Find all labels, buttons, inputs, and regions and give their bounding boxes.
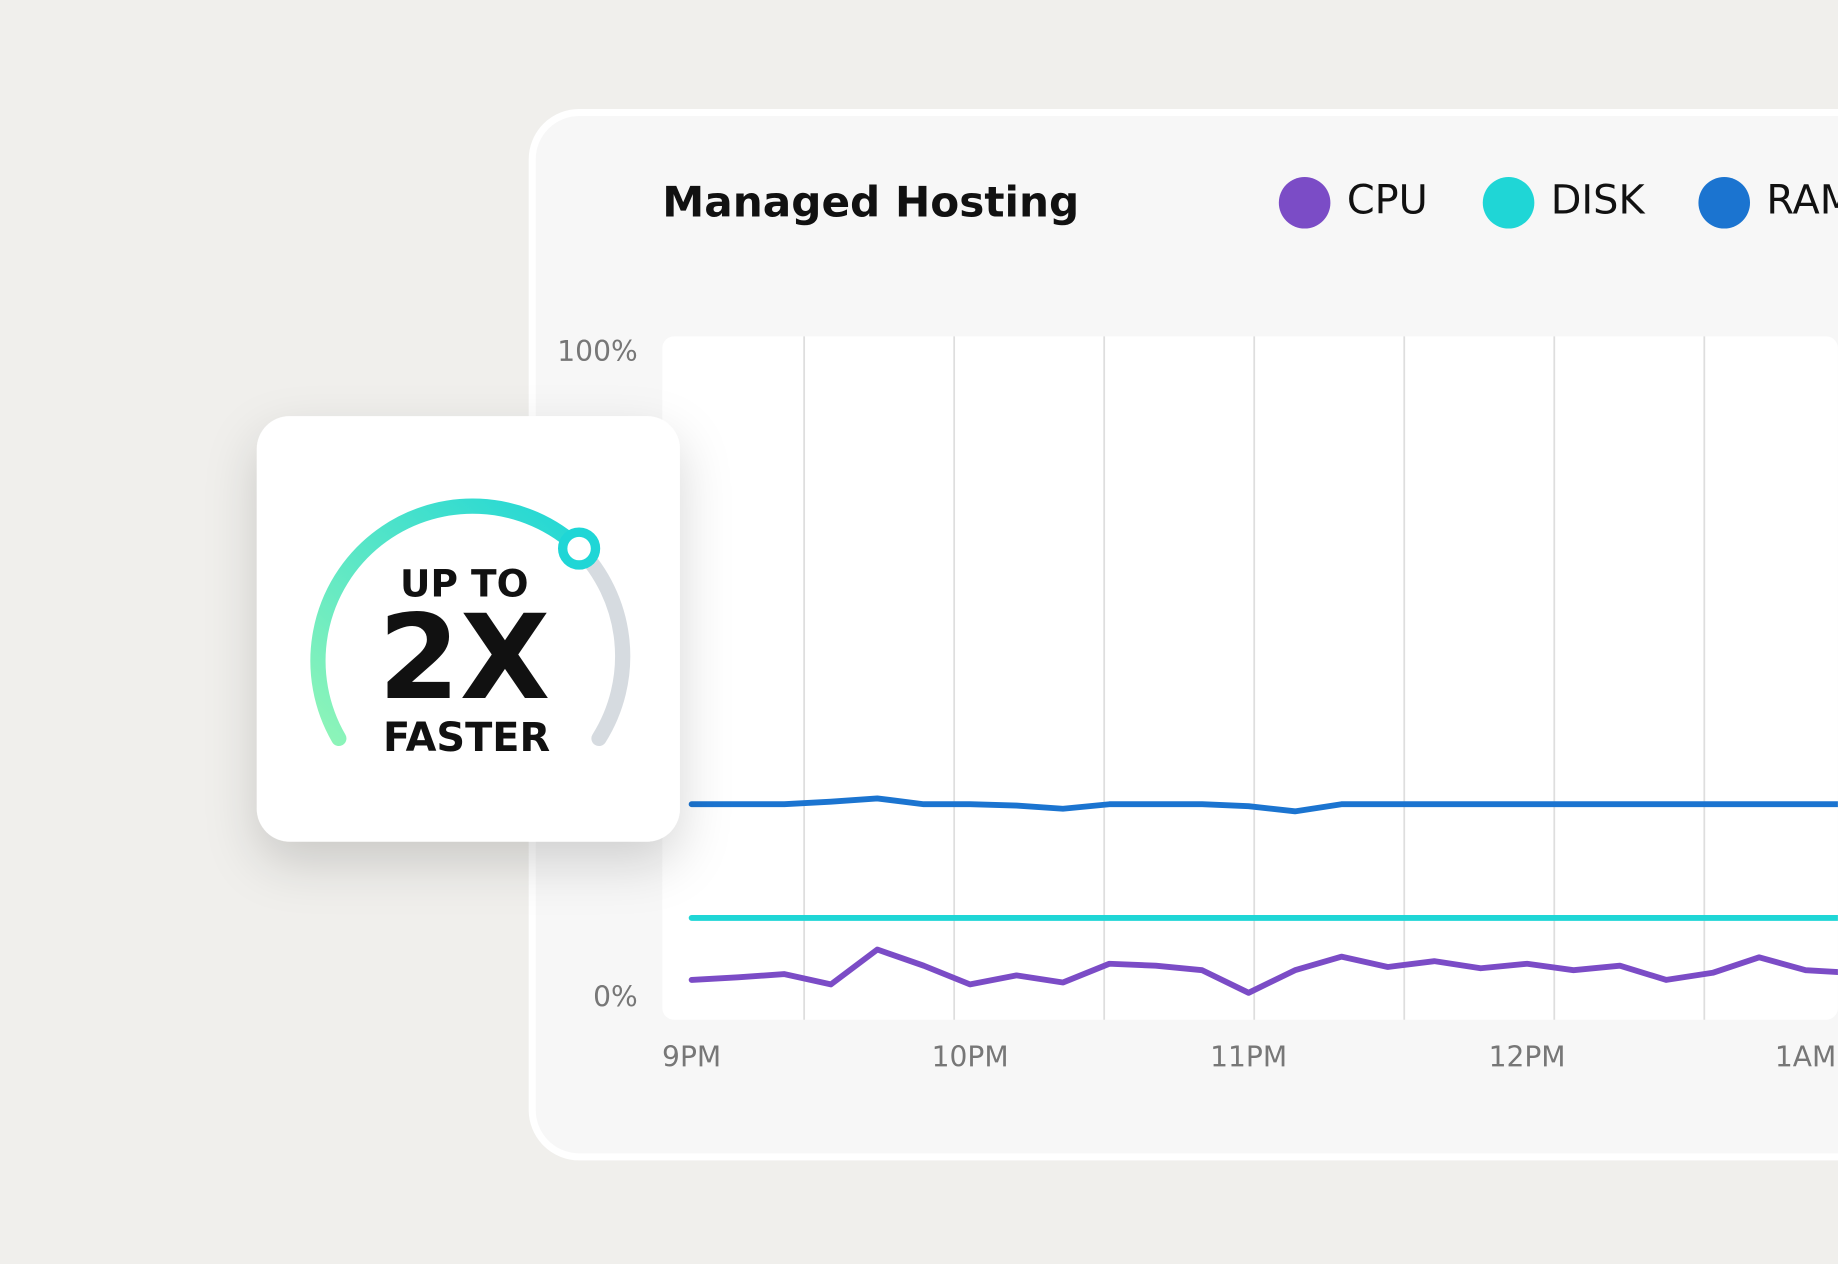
legend-label: RAM bbox=[1766, 177, 1838, 223]
gauge-arc bbox=[310, 498, 587, 747]
badge: UP TO 2X FASTER bbox=[256, 416, 680, 842]
legend-label: DISK bbox=[1551, 177, 1646, 223]
series-line bbox=[688, 946, 1838, 996]
x-tick-label: 1AM bbox=[1775, 1040, 1836, 1073]
legend-swatch bbox=[1698, 176, 1751, 229]
badge-line: UP TO bbox=[400, 562, 528, 606]
y-tick-label: 0% bbox=[593, 981, 638, 1014]
axes: 0% 100% 9PM 10PM 11PM 12PM 1AM bbox=[557, 335, 1836, 1074]
gauge-knob bbox=[557, 527, 601, 570]
x-tick-label: 9PM bbox=[662, 1040, 721, 1073]
legend-label: CPU bbox=[1347, 177, 1428, 223]
x-tick-label: 10PM bbox=[932, 1040, 1009, 1073]
legend: CPU DISK RAM bbox=[1278, 176, 1838, 229]
badge-card bbox=[256, 416, 680, 842]
legend-swatch bbox=[1278, 176, 1331, 229]
plot bbox=[688, 795, 1838, 996]
plot-area bbox=[662, 336, 1838, 1020]
x-tick-label: 11PM bbox=[1210, 1040, 1287, 1073]
y-tick-label: 100% bbox=[557, 335, 637, 368]
gauge-track bbox=[571, 540, 631, 747]
legend-swatch bbox=[1482, 176, 1535, 229]
grid bbox=[803, 336, 1706, 1020]
chart-title: Managed Hosting bbox=[662, 178, 1079, 227]
badge-headline: 2X bbox=[378, 589, 550, 726]
badge-line: FASTER bbox=[383, 715, 550, 761]
x-tick-label: 12PM bbox=[1489, 1040, 1566, 1073]
series-line bbox=[688, 795, 1838, 815]
